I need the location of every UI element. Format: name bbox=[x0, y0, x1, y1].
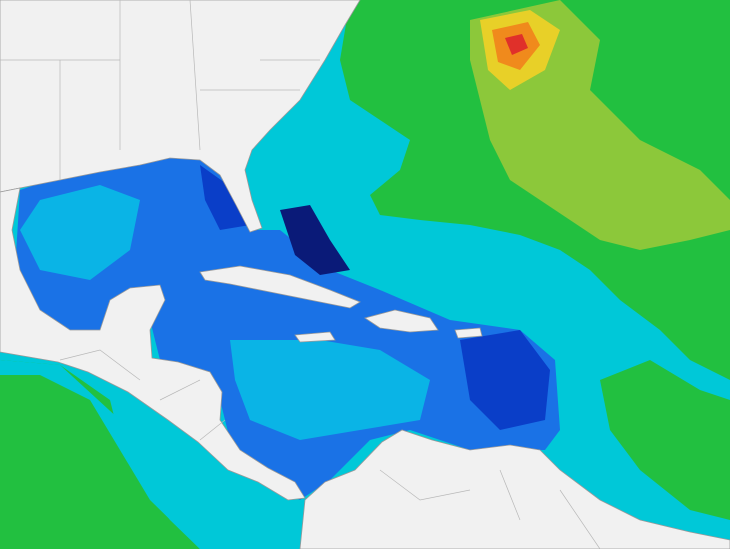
ocean-dark-blue bbox=[200, 165, 250, 230]
state-borders bbox=[0, 0, 320, 180]
land-usa bbox=[0, 0, 361, 233]
country-borders bbox=[379, 469, 601, 549]
ocean-red bbox=[505, 34, 528, 55]
land-puerto-rico bbox=[454, 327, 483, 339]
ocean-dark-blue bbox=[460, 330, 550, 430]
ocean-light-blue bbox=[230, 340, 430, 440]
land-mexico bbox=[0, 187, 306, 501]
ocean-cyan bbox=[0, 360, 310, 549]
country-borders bbox=[59, 349, 226, 441]
ocean-blue bbox=[15, 155, 560, 500]
land-hispaniola bbox=[364, 309, 439, 333]
ocean-light-blue bbox=[20, 185, 140, 280]
land-cuba bbox=[199, 265, 361, 309]
ocean-green bbox=[600, 360, 730, 520]
ocean-green bbox=[0, 360, 200, 549]
land-south-america bbox=[299, 429, 730, 549]
ocean-navy bbox=[280, 205, 350, 275]
land-jamaica bbox=[294, 331, 336, 343]
